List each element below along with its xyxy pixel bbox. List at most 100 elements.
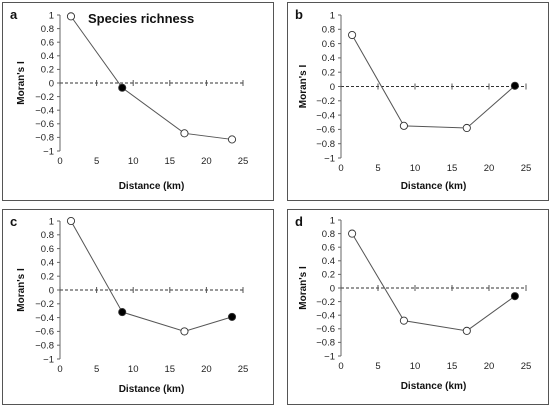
y-tick-label: −0.6 <box>316 125 335 136</box>
x-tick-label: 15 <box>447 361 458 372</box>
x-tick-label: 15 <box>165 364 176 375</box>
panel-label: c <box>10 214 17 229</box>
x-tick-label: 10 <box>128 156 139 167</box>
x-tick-label: 25 <box>521 163 532 174</box>
panel-border <box>287 209 549 405</box>
x-tick-label: 5 <box>94 156 99 167</box>
y-tick-label: −0.2 <box>35 299 54 310</box>
y-tick-label: −0.6 <box>35 327 54 338</box>
y-tick-label: 0.8 <box>322 25 335 36</box>
y-tick-label: 0.6 <box>41 244 54 255</box>
y-tick-label: −0.4 <box>316 311 335 322</box>
x-tick-label: 20 <box>484 361 495 372</box>
x-tick-label: 25 <box>238 156 249 167</box>
data-point-filled <box>510 81 519 90</box>
data-point-filled <box>118 308 127 317</box>
y-tick-label: −1 <box>324 351 335 362</box>
data-point-open <box>66 216 76 226</box>
x-tick-label: 15 <box>165 156 176 167</box>
y-tick-label: −0.8 <box>35 133 54 144</box>
x-tick-label: 10 <box>410 361 421 372</box>
data-point-open <box>348 229 357 238</box>
y-axis-label: Moran's I <box>16 268 27 312</box>
data-point-open <box>227 135 237 144</box>
y-tick-label: 1 <box>330 10 335 21</box>
data-point-open <box>348 30 357 40</box>
x-tick-label: 5 <box>375 163 380 174</box>
x-axis-label: Distance (km) <box>119 384 185 395</box>
data-point-open <box>180 129 189 138</box>
y-tick-label: 0.2 <box>41 65 54 76</box>
y-tick-label: 1 <box>330 215 335 226</box>
x-tick-label: 20 <box>201 156 212 167</box>
y-tick-label: −1 <box>324 153 335 164</box>
data-point-open <box>399 121 408 130</box>
y-tick-label: 0.2 <box>41 272 54 283</box>
y-tick-label: 0.8 <box>322 229 335 240</box>
y-tick-label: 0.6 <box>322 39 335 50</box>
y-tick-label: −0.6 <box>316 324 335 335</box>
x-tick-label: 20 <box>484 163 495 174</box>
chart-panel-d: d 10.80.60.40.20−0.2−0.4−0.6−0.8−10 5 10 15 2… <box>287 209 549 405</box>
y-tick-label: 0.4 <box>41 258 54 269</box>
y-tick-label: 0.4 <box>41 51 54 62</box>
panel-label: a <box>10 7 18 22</box>
chart-panel-c: c 10.80.60.40.20−0.2−0.4−0.6−0.8−10 5 10 15 2… <box>2 209 274 405</box>
x-tick-label: 10 <box>410 163 421 174</box>
x-tick-label: 0 <box>57 364 62 375</box>
x-tick-label: 0 <box>338 361 343 372</box>
data-point-filled <box>227 312 237 321</box>
x-tick-label: 25 <box>238 364 249 375</box>
x-axis-label: Distance (km) <box>119 181 185 192</box>
panel-label: b <box>295 7 303 22</box>
x-tick-label: 5 <box>375 361 380 372</box>
series-line <box>70 220 233 332</box>
panel-title: Species richness <box>88 11 194 26</box>
data-point-open <box>399 316 408 325</box>
data-point-open <box>462 123 471 133</box>
y-tick-label: −0.4 <box>35 106 54 117</box>
y-tick-label: −0.2 <box>316 96 335 107</box>
y-tick-label: −0.2 <box>316 297 335 308</box>
chart-panel-b: b 10.80.60.40.20−0.2−0.4−0.6−0.8−10 5 10 15 2… <box>287 2 549 201</box>
y-tick-label: 0.2 <box>322 68 335 79</box>
y-tick-label: 0 <box>49 285 54 296</box>
y-tick-label: 1 <box>49 216 54 227</box>
x-tick-label: 0 <box>338 163 343 174</box>
x-tick-label: 10 <box>128 364 139 375</box>
y-tick-label: 0 <box>49 78 54 89</box>
y-tick-label: −0.2 <box>35 92 54 103</box>
y-tick-label: 0.2 <box>322 270 335 281</box>
panel-label: d <box>295 214 303 229</box>
y-axis-label: Moran's I <box>298 266 309 310</box>
series-line <box>70 16 233 140</box>
y-axis-label: Moran's I <box>298 65 309 109</box>
y-tick-label: 0.4 <box>322 53 335 64</box>
data-point-open <box>66 12 76 21</box>
panel-border <box>2 209 274 405</box>
y-tick-label: −0.4 <box>35 313 54 324</box>
y-tick-label: −0.8 <box>316 338 335 349</box>
data-point-open <box>180 327 189 336</box>
series-line <box>351 233 516 332</box>
y-tick-label: −0.8 <box>35 341 54 352</box>
y-tick-label: 0.8 <box>41 230 54 241</box>
y-tick-label: 0 <box>330 82 335 93</box>
series-line <box>351 34 516 129</box>
data-point-filled <box>118 83 127 92</box>
y-tick-label: −0.6 <box>35 119 54 130</box>
data-point-filled <box>510 292 519 301</box>
y-tick-label: 0.6 <box>322 243 335 254</box>
x-axis-label: Distance (km) <box>401 181 467 192</box>
y-tick-label: 0 <box>330 283 335 294</box>
x-axis-label: Distance (km) <box>401 381 467 392</box>
y-tick-label: 0.8 <box>41 24 54 35</box>
panel-border <box>287 2 549 201</box>
x-tick-label: 0 <box>57 156 62 167</box>
chart-panel-a: a Species richness 1 0.8 0.6 0.4 0.2 0 −0.2 −0.4 −… <box>2 2 274 201</box>
y-axis-label: Moran's I <box>16 61 27 105</box>
y-tick-label: 0.4 <box>322 256 335 267</box>
data-point-open <box>462 326 471 335</box>
y-tick-label: −0.4 <box>316 110 335 121</box>
